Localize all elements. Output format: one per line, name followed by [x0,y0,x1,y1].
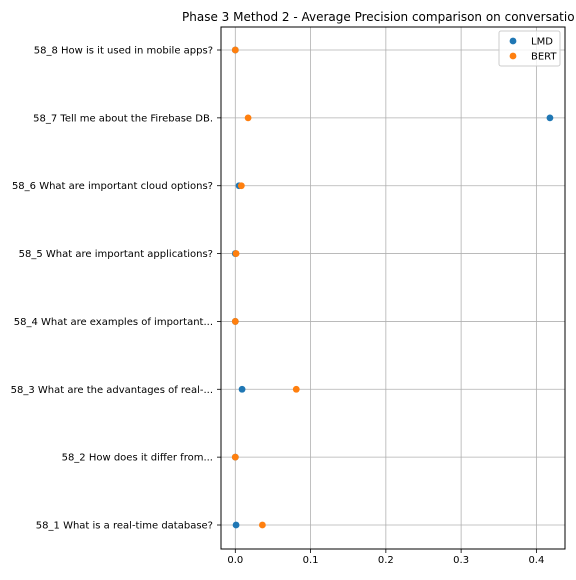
data-point-lmd [546,114,554,122]
data-point-bert [231,46,239,54]
y-tick-label: 58_5 What are important applications? [19,249,213,260]
data-point-bert [237,182,245,190]
plot-frame [220,26,566,550]
legend-marker-lmd [509,37,517,45]
legend-marker-bert [509,52,517,60]
legend-label-bert: BERT [531,52,557,63]
points-layer [231,46,554,529]
y-tick-layer: 58_1 What is a real-time database? 58_2 H… [11,46,221,532]
legend-label-lmd: LMD [531,37,553,48]
x-tick-label: 0.1 [303,555,319,566]
chart-title: Phase 3 Method 2 - Average Precision com… [182,10,575,24]
y-tick-label: 58_7 Tell me about the Firebase DB. [33,113,213,124]
x-tick-layer: 0.0 0.1 0.2 0.3 0.4 [227,549,544,566]
y-tick-label: 58_1 What is a real-time database? [36,521,213,532]
data-point-bert [232,250,240,257]
data-point-lmd [238,385,246,393]
data-point-bert [231,318,239,325]
x-tick-label: 0.3 [453,555,469,566]
y-tick-label: 58_6 What are important cloud options? [12,181,213,192]
y-tick-label: 58_4 What are examples of important... [14,317,213,328]
x-tick-label: 0.2 [378,555,394,566]
y-tick-label: 58_8 How is it used in mobile apps? [34,46,213,57]
x-tick-label: 0.0 [227,555,243,566]
legend: LMD BERT [498,30,561,67]
data-point-bert [231,453,239,461]
data-point-bert [259,521,266,529]
data-point-bert [244,114,252,122]
data-point-lmd [232,521,240,529]
x-tick-label: 0.4 [528,555,544,566]
data-point-bert [292,385,300,393]
y-tick-label: 58_2 How does it differ from... [62,453,213,464]
y-tick-label: 58_3 What are the advantages of real-... [11,385,213,396]
